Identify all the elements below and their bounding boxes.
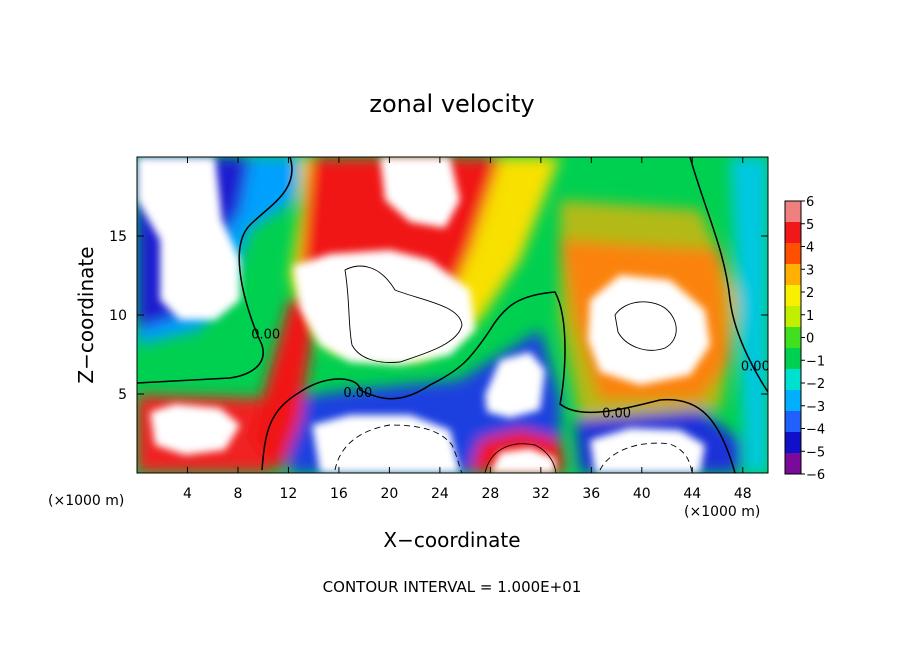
zero-contour-left	[137, 157, 293, 384]
saturated-region-upper-left	[137, 157, 240, 320]
x-tick-label-8: 36	[582, 486, 600, 502]
zero-contour-middle	[261, 291, 736, 473]
y-tick-label-1: 10	[109, 308, 127, 324]
x-tick-label-1: 8	[233, 486, 242, 502]
x-tick-label-11: 48	[734, 486, 752, 502]
colorbar-swatch-8	[785, 285, 801, 306]
field-region-pos-left-jet	[250, 290, 320, 473]
x-tick-label-2: 12	[280, 486, 298, 502]
colorbar: 6 5 4 3 2 1 0 −1 −2 −3 −4 −5 −6	[784, 195, 825, 483]
saturated-region-right-upper	[588, 275, 710, 385]
x-axis-ticks: 4 8 12 16 20 24 28 32 36 40 44 48	[183, 157, 752, 502]
footer-contour-interval: CONTOUR INTERVAL = 1.000E+01	[323, 578, 582, 596]
colorbar-swatch-0	[785, 453, 801, 474]
colorbar-swatch-3	[785, 390, 801, 411]
colorbar-swatch-4	[785, 369, 801, 390]
saturated-region-lower-right	[590, 428, 705, 473]
y-axis-label: Z−coordinate	[74, 246, 98, 383]
colorbar-label-5: 1	[806, 309, 814, 324]
x-tick-label-10: 44	[683, 486, 701, 502]
colorbar-label-1: 5	[806, 218, 814, 233]
x-tick-label-7: 32	[532, 486, 550, 502]
colorbar-swatch-7	[785, 306, 801, 327]
contour-label-0: 0.00	[251, 328, 280, 343]
colorbar-swatch-5	[785, 348, 801, 369]
y-tick-label-0: 5	[118, 387, 127, 403]
x-tick-label-5: 24	[431, 486, 449, 502]
x-tick-label-9: 40	[633, 486, 651, 502]
x-tick-label-6: 28	[481, 486, 499, 502]
x-unit-left: (×1000 m)	[48, 493, 124, 509]
colorbar-label-6: 0	[806, 332, 814, 347]
y-axis-ticks: 5 10 15	[109, 229, 768, 403]
colorbar-label-12: −6	[806, 468, 825, 483]
saturated-region-lower-center	[312, 415, 460, 473]
x-tick-label-0: 4	[183, 486, 192, 502]
saturated-region-lower-left	[150, 404, 240, 455]
contour-right-ring	[614, 301, 677, 351]
colorbar-label-10: −4	[806, 423, 825, 438]
colorbar-swatch-11	[785, 222, 801, 243]
colorbar-swatch-10	[785, 243, 801, 264]
colorbar-label-7: −1	[806, 354, 825, 369]
y-tick-label-2: 15	[109, 229, 127, 245]
colorbar-swatch-1	[785, 432, 801, 453]
chart-title: zonal velocity	[369, 90, 534, 118]
colorbar-label-0: 6	[806, 195, 814, 210]
saturated-region-top-middle	[380, 157, 460, 228]
contour-labels: 0.00 0.00 0.00 0.00	[251, 328, 770, 422]
colorbar-swatch-9	[785, 264, 801, 285]
dashed-contour-lower-center	[334, 424, 463, 473]
contour-bottom-jet	[484, 443, 557, 473]
colorbar-label-4: 2	[806, 286, 814, 301]
contour-label-1: 0.00	[343, 386, 372, 401]
colorbar-swatch-2	[785, 411, 801, 432]
dashed-contour-lower-right	[599, 442, 693, 473]
colorbar-label-11: −5	[806, 445, 825, 460]
colorbar-label-8: −2	[806, 377, 825, 392]
colorbar-label-3: 3	[806, 263, 814, 278]
contour-label-3: 0.00	[741, 359, 770, 374]
x-axis-label: X−coordinate	[383, 528, 520, 552]
colorbar-swatch-6	[785, 327, 801, 348]
contour-label-2: 0.00	[602, 407, 631, 422]
colorbar-swatch-12	[785, 201, 801, 222]
saturated-region-bottom-jet	[490, 448, 555, 473]
x-unit-right: (×1000 m)	[684, 504, 760, 520]
saturated-region-center-upper	[293, 250, 475, 365]
colorbar-label-2: 4	[806, 241, 814, 256]
x-tick-label-4: 20	[380, 486, 398, 502]
x-tick-label-3: 16	[330, 486, 348, 502]
zero-contour-right	[689, 157, 768, 393]
saturated-region-middle	[485, 352, 545, 418]
velocity-field: 0.00 0.00 0.00 0.00	[137, 157, 770, 473]
contour-center-ring	[344, 265, 463, 363]
field-region-neg-right-edge	[730, 157, 768, 473]
colorbar-label-9: −3	[806, 400, 825, 415]
